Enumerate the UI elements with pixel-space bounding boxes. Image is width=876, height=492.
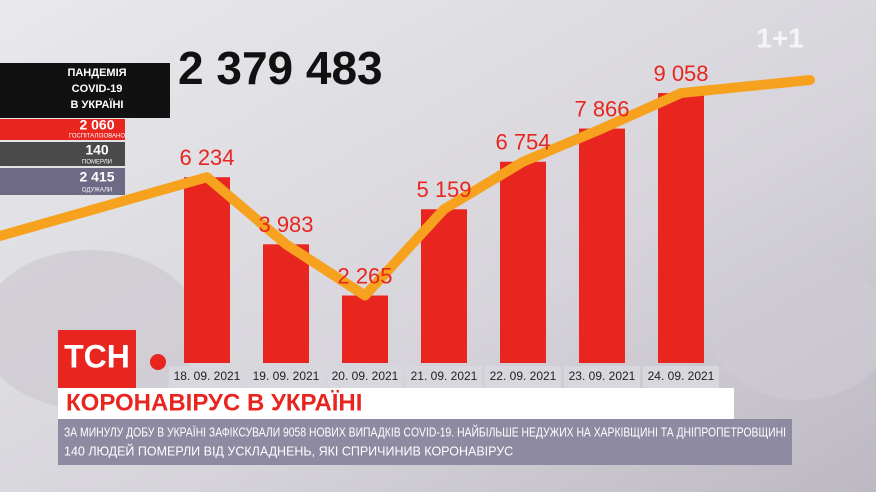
- stat-value: 2 415: [79, 169, 114, 185]
- stat-box: [0, 119, 125, 140]
- trend-line: [203, 88, 684, 301]
- bar: [500, 161, 546, 363]
- headline: КОРОНАВІРУС В УКРАЇНІ: [66, 389, 362, 416]
- date-box: [643, 366, 719, 388]
- value-label: 3 983: [258, 212, 313, 237]
- bar: [421, 209, 467, 363]
- date-box: [327, 366, 403, 388]
- channel-logo: 1+1: [756, 22, 804, 53]
- chart: 18. 09. 2021 19. 09. 2021 20. 09. 2021 21. …: [0, 61, 815, 388]
- bar: [184, 177, 230, 363]
- stat-label: ОДУЖАЛИ: [82, 188, 112, 194]
- x-tick-label: 20. 09. 2021: [332, 369, 399, 383]
- stat-box: [0, 142, 125, 166]
- headline-bar: [58, 388, 734, 419]
- date-box: [564, 366, 640, 388]
- date-box: [485, 366, 561, 388]
- stat-label: ГОСПІТАЛІЗОВАНО: [69, 134, 125, 140]
- x-tick-label: 21. 09. 2021: [411, 369, 478, 383]
- x-tick-label: 19. 09. 2021: [253, 369, 320, 383]
- bar: [579, 128, 625, 363]
- brand: ТСН: [64, 338, 130, 374]
- value-label: 5 159: [416, 177, 471, 202]
- ticker-line: ЗА МИНУЛУ ДОБУ В УКРАЇНІ ЗАФІКСУВАЛИ 905…: [64, 424, 786, 439]
- value-label: 7 866: [574, 96, 629, 121]
- bar: [658, 93, 704, 364]
- date-box: [248, 366, 324, 388]
- stat-value: 140: [85, 142, 109, 158]
- value-label: 6 234: [179, 145, 234, 170]
- x-tick-label: 23. 09. 2021: [569, 369, 636, 383]
- x-tick-label: 24. 09. 2021: [648, 369, 715, 383]
- panel-title: COVID-19: [72, 83, 123, 95]
- ticker-bar: [58, 419, 792, 465]
- value-label: 6 754: [495, 130, 550, 155]
- stat-label: ПОМЕРЛИ: [82, 160, 112, 166]
- panel-title: ПАНДЕМІЯ: [67, 67, 126, 79]
- stat-box: [0, 168, 125, 195]
- value-label: 2 265: [337, 263, 392, 288]
- bg-blob: [710, 260, 876, 400]
- x-tick-label: 18. 09. 2021: [174, 369, 241, 383]
- bar: [263, 244, 309, 363]
- bar: [342, 295, 388, 363]
- date-box: [169, 366, 245, 388]
- virus-icon: [150, 354, 166, 370]
- total-count: 2 379 483: [178, 42, 383, 94]
- date-box: [406, 366, 482, 388]
- panel-title: В УКРАЇНІ: [71, 98, 124, 111]
- x-tick-label: 22. 09. 2021: [490, 369, 557, 383]
- trend-lead: [0, 172, 212, 241]
- brand-box: [58, 330, 136, 388]
- trend-tail: [676, 75, 815, 99]
- panel-title-box: [0, 63, 170, 118]
- value-label: 9 058: [653, 61, 708, 86]
- stat-value: 2 060: [79, 117, 114, 133]
- ticker-line: 140 ЛЮДЕЙ ПОМЕРЛИ ВІД УСКЛАДНЕНЬ, ЯКІ СП…: [64, 443, 513, 458]
